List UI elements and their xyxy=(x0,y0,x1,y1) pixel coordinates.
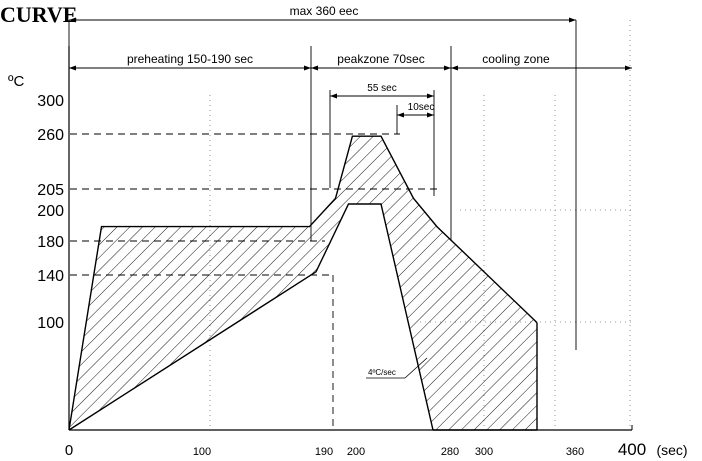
dimension-arrowhead xyxy=(427,112,434,118)
y-tick-label: 200 xyxy=(37,203,64,220)
x-tick-label: 100 xyxy=(193,446,211,458)
y-unit-label: ºC xyxy=(8,73,24,90)
dimension-arrowhead xyxy=(69,65,76,71)
dimension-label: 10sec xyxy=(408,102,435,113)
dimension-arrowhead xyxy=(397,112,404,118)
chart-title: CURVE xyxy=(0,2,77,27)
dimension-arrowhead xyxy=(427,93,434,99)
x-axis-unit-label: (sec) xyxy=(656,442,687,458)
y-tick-label: 300 xyxy=(37,93,64,110)
x-tick-label: 400 xyxy=(618,440,646,459)
x-tick-label: 360 xyxy=(566,446,584,458)
dimension-label: 55 sec xyxy=(367,83,396,94)
dimension-arrowhead xyxy=(311,65,318,71)
dimension-arrowhead xyxy=(451,65,458,71)
process-window-hatch xyxy=(69,136,537,430)
axis-layer: 100 140 180 200 205 260 300 0 100 190 200 280 300 360… xyxy=(37,46,688,459)
y-tick-label: 140 xyxy=(37,268,64,285)
dimension-arrowhead xyxy=(569,17,576,23)
y-tick-label: 100 xyxy=(37,315,64,332)
y-tick-label: 180 xyxy=(37,234,64,251)
dimension-arrowhead xyxy=(330,93,337,99)
dimension-label: cooling zone xyxy=(482,52,550,66)
x-tick-label: 0 xyxy=(65,442,73,459)
dimension-arrowhead xyxy=(69,17,76,23)
y-tick-label: 205 xyxy=(37,182,64,199)
dimension-arrowhead xyxy=(625,65,632,71)
process-window-layer xyxy=(68,135,538,431)
annotation-leader xyxy=(404,357,428,379)
dimension-arrowhead xyxy=(304,65,311,71)
x-tick-label: 280 xyxy=(441,446,459,458)
upper-limit-line xyxy=(68,135,538,431)
lower-limit-line xyxy=(68,203,434,431)
dimension-label: max 360 eec xyxy=(290,4,359,18)
dimension-arrowhead xyxy=(444,65,451,71)
x-tick-label: 300 xyxy=(475,446,493,458)
dimension-label: preheating 150-190 sec xyxy=(127,52,253,66)
annotation-label: 4ºC/sec xyxy=(368,368,396,377)
dimension-label: peakzone 70sec xyxy=(337,52,424,66)
x-tick-label: 200 xyxy=(347,446,365,458)
annotation-layer: 4ºC/sec xyxy=(366,357,428,379)
y-tick-label: 260 xyxy=(37,127,64,144)
x-tick-label: 190 xyxy=(315,446,333,458)
